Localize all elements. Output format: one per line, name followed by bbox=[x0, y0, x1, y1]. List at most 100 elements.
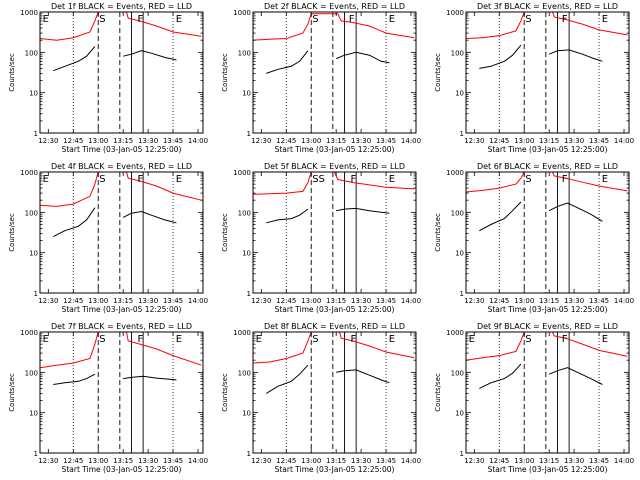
x-tick-label: 14:00 bbox=[188, 297, 208, 305]
chart-title: Det 1f BLACK = Events, RED = LLD bbox=[51, 2, 192, 11]
event-marker-label: E bbox=[389, 174, 395, 185]
chart-title: Det 2f BLACK = Events, RED = LLD bbox=[264, 2, 405, 11]
y-tick-label: 1 bbox=[247, 130, 251, 138]
chart-panel: Det 9f BLACK = Events, RED = LLD 1 10 100 10… bbox=[434, 322, 634, 474]
x-tick-label: 14:00 bbox=[401, 457, 421, 465]
y-tick-label: 100 bbox=[451, 209, 464, 217]
x-tick-label: 13:30 bbox=[351, 297, 371, 305]
x-tick-label: 12:45 bbox=[63, 457, 83, 465]
x-tick-label: 12:30 bbox=[464, 457, 484, 465]
chart-panel: Det 1f BLACK = Events, RED = LLD 1 10 100 10… bbox=[8, 2, 208, 154]
x-axis-label: Start Time (03-Jan-05 12:25:00) bbox=[275, 465, 395, 474]
y-tick-label: 1000 bbox=[20, 169, 38, 177]
event-marker-label: S bbox=[99, 174, 105, 185]
events-series-line bbox=[266, 50, 390, 74]
y-tick-label: 1000 bbox=[20, 9, 38, 17]
x-tick-label: 14:00 bbox=[401, 297, 421, 305]
events-series-line bbox=[53, 46, 177, 72]
event-marker-label: E bbox=[43, 334, 49, 345]
x-tick-label: 13:00 bbox=[88, 297, 108, 305]
event-marker-label: E bbox=[176, 174, 182, 185]
x-tick-label: 12:30 bbox=[38, 297, 58, 305]
chart-title: Det 3f BLACK = Events, RED = LLD bbox=[477, 2, 618, 11]
x-tick-label: 13:45 bbox=[163, 457, 183, 465]
event-marker-label: F bbox=[350, 174, 356, 185]
chart-title: Det 4f BLACK = Events, RED = LLD bbox=[51, 162, 192, 171]
y-tick-label: 100 bbox=[238, 49, 251, 57]
x-axis-label: Start Time (03-Jan-05 12:25:00) bbox=[275, 305, 395, 314]
plot-frame bbox=[252, 11, 417, 134]
y-tick-label: 100 bbox=[238, 369, 251, 377]
y-tick-label: 1000 bbox=[233, 169, 251, 177]
y-axis-label: Counts/sec bbox=[434, 373, 442, 412]
x-tick-label: 13:30 bbox=[564, 457, 584, 465]
y-axis-label: Counts/sec bbox=[221, 213, 229, 252]
y-tick-label: 1000 bbox=[233, 329, 251, 337]
x-tick-label: 12:30 bbox=[38, 137, 58, 145]
event-marker-label: F bbox=[137, 14, 143, 25]
chart-panel: Det 6f BLACK = Events, RED = LLD 1 10 100 10… bbox=[434, 162, 634, 314]
x-tick-label: 13:30 bbox=[564, 137, 584, 145]
event-marker-label: SS bbox=[312, 174, 325, 185]
event-marker-label: S bbox=[525, 174, 531, 185]
event-marker-label: E bbox=[469, 334, 475, 345]
y-axis-label: Counts/sec bbox=[8, 213, 16, 252]
x-tick-label: 14:00 bbox=[188, 457, 208, 465]
x-tick-label: 13:15 bbox=[326, 297, 346, 305]
event-marker-label: E bbox=[43, 14, 49, 25]
event-marker-label: F bbox=[562, 334, 568, 345]
y-tick-label: 1 bbox=[34, 290, 38, 298]
event-marker-label: S bbox=[99, 14, 105, 25]
x-tick-label: 13:15 bbox=[326, 137, 346, 145]
y-tick-label: 1 bbox=[247, 290, 251, 298]
x-tick-label: 13:00 bbox=[88, 137, 108, 145]
y-tick-label: 1000 bbox=[20, 329, 38, 337]
x-tick-label: 12:30 bbox=[464, 297, 484, 305]
event-marker-label: E bbox=[602, 14, 608, 25]
event-marker-label: E bbox=[176, 334, 182, 345]
events-series-line bbox=[266, 364, 390, 394]
y-tick-label: 1 bbox=[460, 450, 464, 458]
events-series-line bbox=[479, 201, 603, 232]
x-axis-label: Start Time (03-Jan-05 12:25:00) bbox=[488, 305, 608, 314]
x-axis-label: Start Time (03-Jan-05 12:25:00) bbox=[488, 465, 608, 474]
y-tick-label: 10 bbox=[29, 410, 38, 418]
event-marker-label: S bbox=[99, 334, 105, 345]
chart-title: Det 8f BLACK = Events, RED = LLD bbox=[264, 322, 405, 331]
y-tick-label: 1 bbox=[247, 450, 251, 458]
x-tick-label: 13:15 bbox=[539, 297, 559, 305]
event-marker-label: F bbox=[137, 334, 143, 345]
events-series-line bbox=[479, 44, 603, 69]
event-marker-label: E bbox=[602, 174, 608, 185]
y-tick-label: 100 bbox=[25, 49, 38, 57]
y-tick-label: 1 bbox=[460, 290, 464, 298]
x-axis-label: Start Time (03-Jan-05 12:25:00) bbox=[275, 145, 395, 154]
x-tick-label: 12:45 bbox=[276, 137, 296, 145]
x-tick-label: 13:15 bbox=[539, 137, 559, 145]
plot-frame bbox=[39, 171, 204, 294]
x-tick-label: 13:00 bbox=[301, 457, 321, 465]
y-tick-label: 100 bbox=[25, 369, 38, 377]
x-tick-label: 13:30 bbox=[351, 457, 371, 465]
x-tick-label: 13:30 bbox=[138, 457, 158, 465]
y-tick-label: 10 bbox=[455, 250, 464, 258]
chart-title: Det 9f BLACK = Events, RED = LLD bbox=[477, 322, 618, 331]
x-tick-label: 13:45 bbox=[376, 137, 396, 145]
x-axis-label: Start Time (03-Jan-05 12:25:00) bbox=[62, 305, 182, 314]
x-tick-label: 13:30 bbox=[351, 137, 371, 145]
events-series-line bbox=[53, 373, 177, 385]
y-tick-label: 10 bbox=[242, 90, 251, 98]
event-marker-label: E bbox=[43, 174, 49, 185]
y-axis-label: Counts/sec bbox=[221, 53, 229, 92]
y-axis-label: Counts/sec bbox=[8, 53, 16, 92]
y-tick-label: 1000 bbox=[446, 329, 464, 337]
event-marker-label: E bbox=[389, 334, 395, 345]
x-tick-label: 12:30 bbox=[38, 457, 58, 465]
event-marker-label: F bbox=[562, 174, 568, 185]
x-tick-label: 13:30 bbox=[138, 137, 158, 145]
events-series-line bbox=[479, 363, 603, 389]
event-marker-label: E bbox=[176, 14, 182, 25]
plot-frame bbox=[465, 11, 630, 134]
y-tick-label: 10 bbox=[242, 250, 251, 258]
